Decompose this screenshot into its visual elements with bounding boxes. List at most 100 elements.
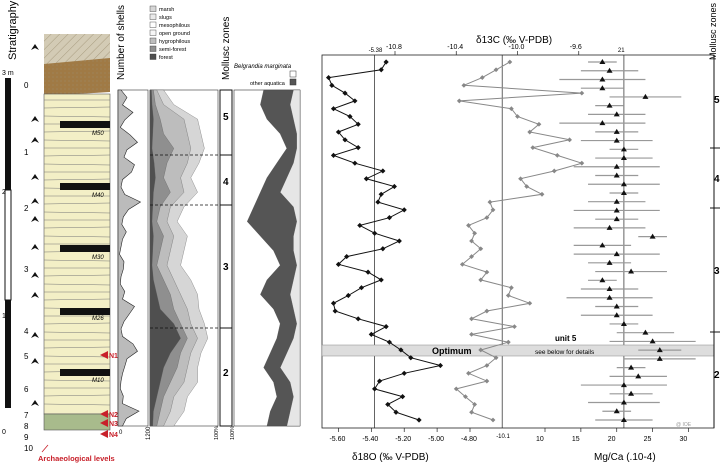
d13c-point [466, 370, 471, 376]
mgca-point [613, 408, 620, 414]
mgca-point [599, 59, 606, 64]
axis-tick-label: 10 [536, 436, 544, 443]
belgrandia-pct-label: 100% [230, 426, 236, 440]
mollusc-ecology-chart: 100% [149, 89, 220, 440]
reference-lines: -5.38 -10.1 21 [369, 48, 626, 440]
d18o-point [408, 355, 414, 361]
level-N3: N3 [109, 421, 118, 428]
reference-line-label: 21 [618, 48, 625, 54]
belgrandia-title: Belgrandia marginata [234, 64, 292, 70]
axis-tick-label: -5.20 [395, 436, 411, 443]
legend: marsh slugs mesophilous open ground hygrophi… [149, 5, 190, 61]
isotope-chart: -10.8 -10.4 -10.0 -9.6 δ13C (‰ V-PDB) -5.60… [321, 35, 715, 463]
d18o-point [386, 339, 393, 345]
d18o-point [401, 370, 407, 376]
d18o-axis: -5.60 -5.40 -5.20 -5.00 -4.80 [329, 428, 477, 443]
boundary-arrow-icon [31, 332, 39, 338]
d13c-axis-title: δ13C (‰ V-PDB) [476, 35, 552, 46]
series-mgca [559, 59, 696, 422]
d13c-point [505, 339, 511, 345]
shells-title: Number of shells [116, 5, 127, 80]
d18o-point [393, 409, 399, 415]
scale-tick-2: 2 [2, 189, 6, 196]
mgca-point [599, 76, 606, 82]
d13c-point [490, 417, 496, 423]
axis-tick-label: 15 [572, 436, 580, 443]
mgca-point [599, 120, 606, 126]
belgrandia-panel: Belgrandia marginata other aquatica 100% [230, 64, 301, 440]
axis-tick-label: -5.60 [329, 436, 345, 443]
mgca-point [606, 224, 613, 230]
legend-swatch [149, 29, 157, 36]
d13c-point [472, 402, 478, 407]
legend-swatch [149, 45, 157, 52]
d13c-point [554, 152, 560, 158]
layer-2: 2 [24, 204, 29, 213]
d13c-point [518, 176, 523, 182]
d18o-point [355, 145, 361, 151]
layer-9: 9 [24, 433, 29, 442]
d18o-point [376, 378, 383, 384]
zone-right-4: 4 [714, 174, 720, 185]
marker-M30: M30 [92, 255, 104, 261]
marker-M26: M26 [92, 316, 104, 322]
mgca-axis-title: Mg/Ca (.10-4) [594, 452, 656, 463]
mgca-point [628, 390, 635, 396]
zone-right-3: 3 [714, 266, 720, 277]
mgca-point [599, 277, 606, 283]
d18o-point [383, 324, 389, 330]
d13c-point [493, 67, 499, 73]
axis-tick-label: -9.6 [570, 44, 582, 51]
series-d18o [325, 59, 443, 423]
d13c-point [484, 215, 490, 221]
eco-area-layer [149, 89, 181, 427]
mgca-point [613, 163, 620, 169]
level-N4: N4 [109, 432, 118, 439]
d13c-point [512, 324, 517, 330]
d13c-point [456, 98, 462, 104]
marker-M10: M10 [92, 378, 104, 384]
d18o-point [380, 246, 386, 252]
d18o-point [378, 277, 384, 283]
mgca-point [606, 286, 613, 292]
d13c-point [484, 269, 490, 275]
boundary-arrow-icon [31, 272, 39, 278]
boundary-arrow-icon [31, 116, 39, 122]
legend-item: semi-forest [159, 47, 187, 53]
legend-item: mesophilous [159, 23, 190, 29]
zone-right-2: 2 [714, 370, 720, 381]
d13c-point [469, 254, 474, 259]
d13c-point [508, 106, 514, 112]
d18o-point [352, 98, 358, 104]
d13c-point [530, 145, 536, 151]
mgca-point [628, 364, 635, 370]
layer-6: 6 [24, 385, 29, 394]
d18o-point [358, 285, 365, 291]
d18o-point [352, 160, 358, 166]
axis-tick-label: -4.80 [461, 436, 477, 443]
shells-panel: Number of shells 0 1200 [116, 5, 152, 440]
d18o-point [363, 176, 369, 182]
boundary-arrow-icon [31, 400, 39, 406]
d18o-point [401, 207, 407, 213]
d13c-point [539, 191, 545, 197]
boundary-arrow-icon [31, 44, 39, 50]
d13c-point [469, 316, 474, 322]
d13c-point [579, 160, 585, 166]
mgca-point [606, 102, 613, 108]
legend-swatch [149, 37, 157, 44]
archaeological-levels-title: Archaeological levels [38, 454, 115, 463]
d13c-point [527, 300, 533, 306]
d18o-point [378, 67, 384, 73]
layer-8: 8 [24, 422, 29, 431]
mgca-point [613, 207, 620, 213]
mgca-point [613, 216, 620, 222]
zone-right-5: 5 [714, 95, 720, 106]
scale-tick-3: 3 m [2, 70, 14, 77]
legend-swatch [149, 5, 157, 12]
d18o-point [332, 308, 338, 314]
d13c-point [484, 363, 490, 368]
belgrandia-area [280, 89, 301, 427]
mgca-point [642, 93, 649, 99]
legend-swatch [149, 13, 157, 20]
